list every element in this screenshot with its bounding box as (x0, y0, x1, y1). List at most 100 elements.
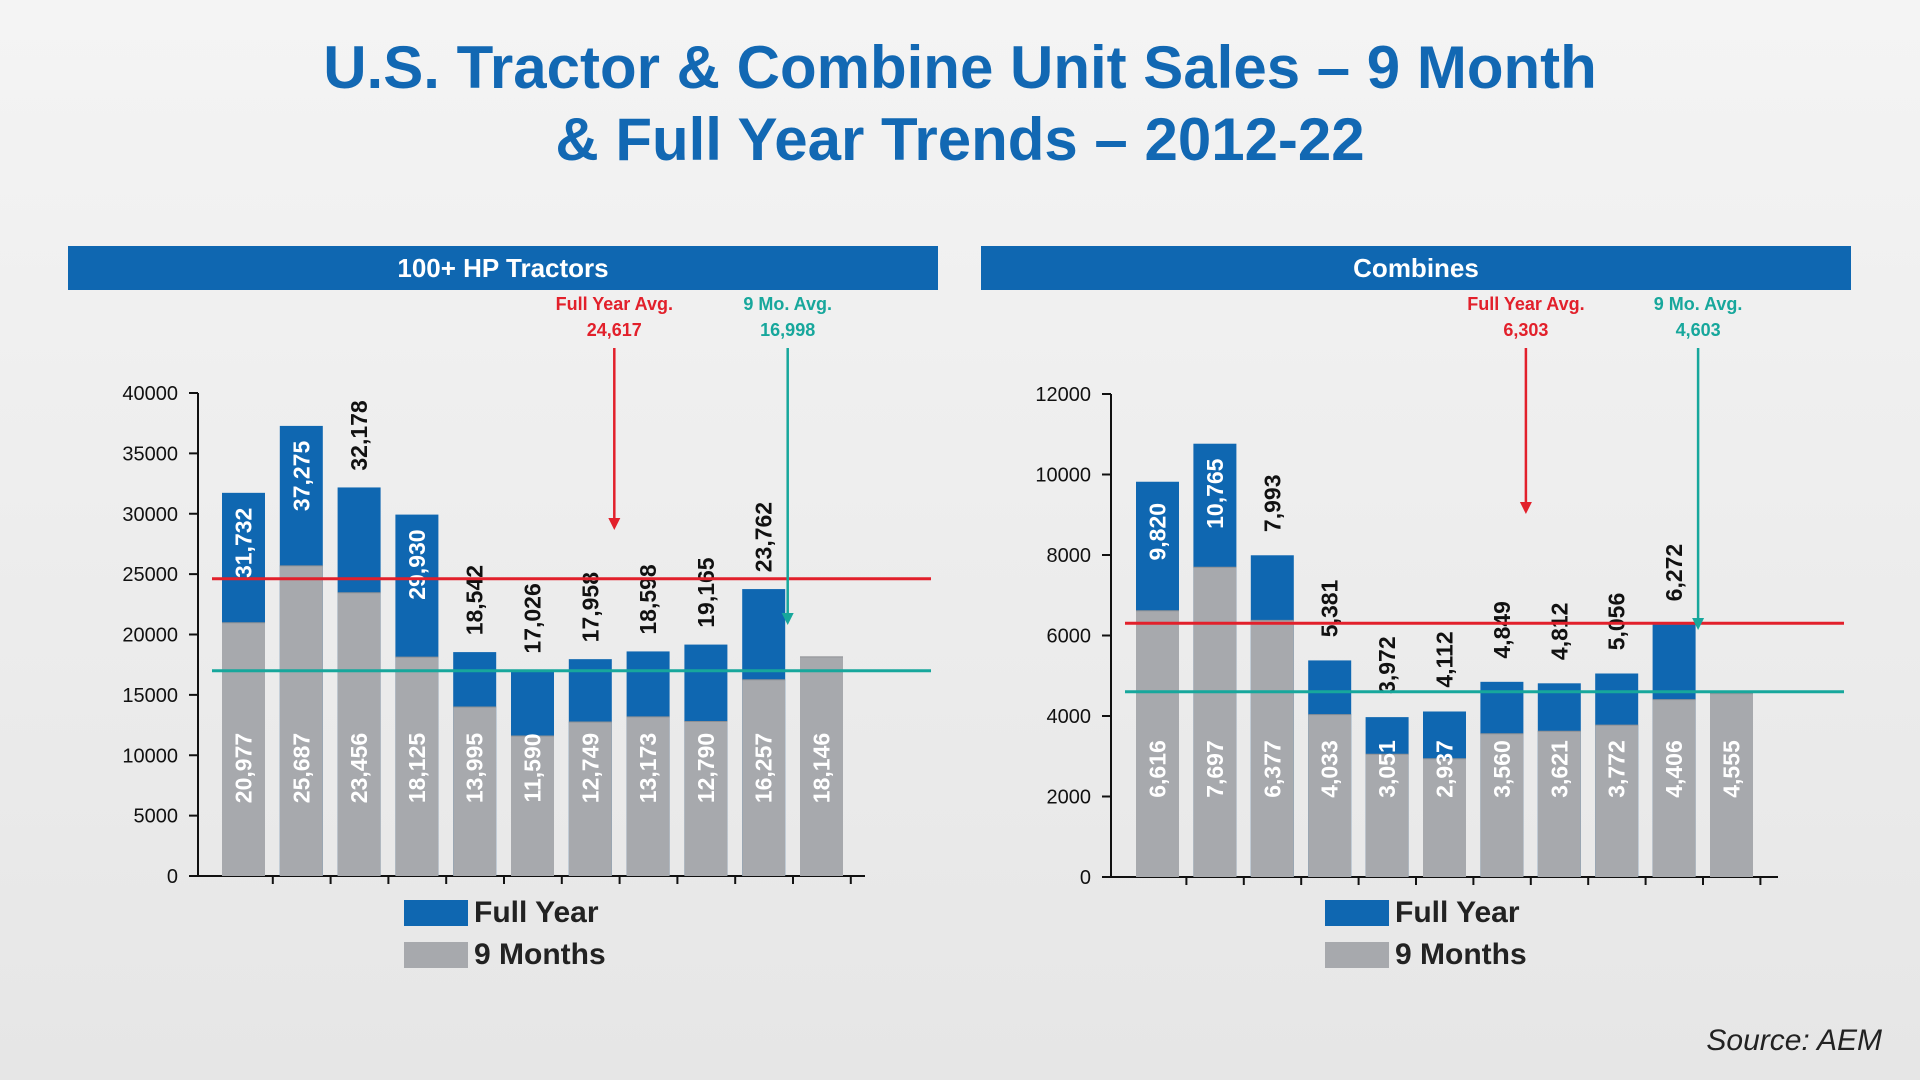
legend-item-full-year: Full Year (404, 892, 606, 934)
x-tick-label: 2019 (1538, 889, 1580, 890)
nine-months-data-label: 3,560 (1489, 740, 1515, 798)
y-tick-label: 8000 (1047, 545, 1092, 567)
y-tick-label: 30000 (122, 504, 178, 526)
x-tick-label: 2018 (1481, 889, 1523, 890)
nine-months-data-label: 4,406 (1661, 740, 1687, 798)
nine-month-avg-value: 16,998 (760, 320, 815, 340)
combines-legend: Full Year 9 Months (1325, 892, 1527, 976)
page-title: U.S. Tractor & Combine Unit Sales – 9 Mo… (0, 32, 1920, 176)
legend-swatch-full-year (404, 900, 468, 926)
nine-month-avg-arrow-head (781, 613, 794, 625)
legend-label-full-year: Full Year (1395, 896, 1520, 929)
nine-month-avg-arrow-head (1692, 618, 1705, 630)
legend-label-nine-months: 9 Months (474, 938, 606, 971)
y-tick-label: 15000 (122, 685, 178, 707)
legend-item-nine-months: 9 Months (1325, 934, 1527, 976)
source-note: Source: AEM (1706, 1024, 1882, 1057)
nine-months-bar (1250, 620, 1294, 877)
legend-swatch-full-year (1325, 900, 1389, 926)
y-tick-label: 35000 (122, 443, 178, 465)
nine-months-data-label: 13,995 (462, 733, 488, 804)
nine-months-data-label: 2,937 (1432, 740, 1458, 798)
full-year-data-label: 3,972 (1374, 636, 1400, 694)
nine-months-bar (684, 721, 728, 876)
y-tick-label: 10000 (1035, 465, 1091, 487)
nine-month-avg-label: 9 Mo. Avg. (1654, 294, 1743, 314)
nine-months-data-label: 11,590 (520, 733, 546, 802)
full-year-avg-arrow-head (1519, 502, 1532, 514)
x-tick-label: 2019 (627, 888, 669, 890)
nine-months-data-label: 6,616 (1145, 740, 1171, 798)
full-year-data-label: 5,056 (1604, 593, 1630, 651)
full-year-data-label: 18,542 (462, 565, 488, 635)
nine-month-avg-label: 9 Mo. Avg. (743, 294, 832, 314)
x-tick-label: 2016 (1366, 889, 1408, 890)
x-tick-label: 2016 (454, 888, 496, 890)
x-tick-label: 2017 (1423, 889, 1465, 890)
full-year-data-label: 19,165 (693, 557, 719, 628)
nine-months-bar (742, 679, 786, 876)
nine-months-bar (395, 657, 439, 876)
x-tick-label: 2015 (396, 888, 439, 890)
full-year-avg-value: 24,617 (587, 320, 642, 340)
full-year-data-label: 37,275 (288, 441, 314, 512)
full-year-avg-label: Full Year Avg. (1467, 294, 1584, 314)
y-tick-label: 0 (1080, 867, 1091, 889)
legend-swatch-nine-months (404, 942, 468, 968)
full-year-data-label: 10,765 (1202, 458, 1228, 529)
x-tick-label: 2018 (569, 888, 611, 890)
x-tick-label: 2012 (1136, 889, 1178, 890)
full-year-data-label: 18,598 (635, 564, 661, 635)
x-tick-label: 2022 (1710, 889, 1752, 890)
nine-months-bar (800, 656, 843, 876)
nine-months-data-label: 3,621 (1546, 740, 1572, 798)
x-tick-label: 2021 (1653, 889, 1696, 890)
x-tick-label: 2015 (1309, 889, 1352, 890)
nine-months-data-label: 12,790 (693, 733, 719, 803)
nine-months-data-label: 20,977 (231, 733, 257, 803)
nine-months-bar (1308, 714, 1352, 877)
nine-months-bar (1595, 725, 1639, 877)
x-tick-label: 2020 (685, 888, 727, 890)
tractors-legend: Full Year 9 Months (404, 892, 606, 976)
y-tick-label: 10000 (122, 745, 178, 767)
nine-months-data-label: 16,257 (751, 733, 777, 803)
nine-months-bar (1537, 731, 1581, 877)
tractors-chart: 0 5000 10000 15000 20000 25000 30000 35000 40000… (122, 294, 931, 890)
nine-months-data-label: 25,687 (288, 733, 314, 803)
nine-months-data-label: 3,051 (1374, 740, 1400, 798)
full-year-avg-arrow-head (608, 518, 621, 530)
full-year-data-label: 4,849 (1489, 601, 1515, 659)
nine-months-bar (1652, 699, 1696, 877)
x-tick-label: 2022 (800, 888, 842, 890)
full-year-data-label: 9,820 (1145, 503, 1171, 561)
full-year-data-label: 5,381 (1317, 579, 1343, 637)
y-tick-label: 5000 (134, 806, 179, 828)
combines-chart: 0 2000 4000 6000 8000 10000 12000 2012 6,616 9,82… (1035, 294, 1844, 890)
x-tick-label: 2014 (1251, 889, 1294, 890)
legend-item-nine-months: 9 Months (404, 934, 606, 976)
nine-months-data-label: 18,125 (404, 733, 430, 804)
nine-months-bar (1365, 754, 1409, 877)
nine-months-data-label: 3,772 (1604, 740, 1630, 798)
full-year-data-label: 17,958 (577, 572, 603, 643)
y-tick-label: 0 (167, 866, 178, 888)
full-year-data-label: 32,178 (346, 400, 372, 471)
y-tick-label: 12000 (1035, 384, 1091, 406)
nine-months-data-label: 12,749 (577, 733, 603, 803)
full-year-data-label: 4,812 (1546, 603, 1572, 661)
nine-months-data-label: 6,377 (1259, 740, 1285, 798)
full-year-avg-value: 6,303 (1503, 320, 1548, 340)
tractors-panel-header: 100+ HP Tractors (68, 246, 938, 290)
legend-item-full-year: Full Year (1325, 892, 1527, 934)
legend-label-nine-months: 9 Months (1395, 938, 1527, 971)
nine-months-data-label: 18,146 (809, 733, 835, 803)
nine-months-data-label: 4,033 (1317, 740, 1343, 798)
nine-months-data-label: 23,456 (346, 733, 372, 803)
full-year-data-label: 6,272 (1661, 544, 1687, 602)
nine-months-bar (1710, 693, 1753, 877)
full-year-avg-label: Full Year Avg. (556, 294, 673, 314)
tractors-panel: 100+ HP Tractors 0 5000 10000 15000 20000 250… (68, 246, 938, 971)
y-tick-label: 20000 (122, 625, 178, 647)
x-tick-label: 2013 (280, 888, 322, 890)
